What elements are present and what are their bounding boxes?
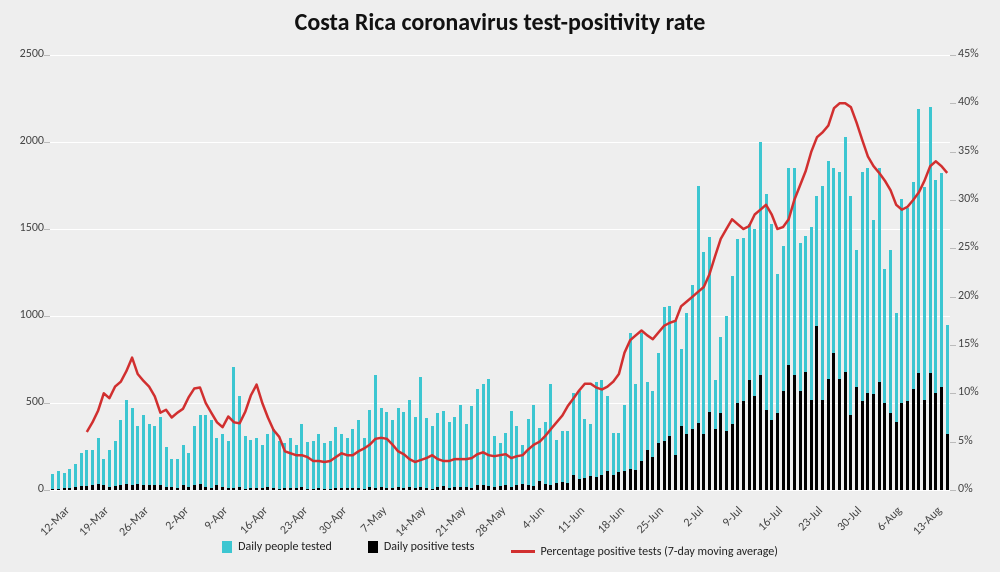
y-right-tick-label: 35% (958, 144, 998, 158)
legend-label: Daily people tested (238, 540, 332, 554)
y-right-tick-label: 25% (958, 240, 998, 254)
legend: Daily people tested Daily positive tests P… (0, 540, 1000, 559)
y-right-tick-label: 10% (958, 385, 998, 399)
positivity-line (87, 103, 947, 462)
y-right-tick-label: 45% (958, 47, 998, 61)
legend-item: Percentage positive tests (7-day moving … (511, 545, 778, 559)
y-right-tick-label: 20% (958, 289, 998, 303)
legend-swatch (368, 541, 378, 553)
legend-item: Daily positive tests (368, 540, 475, 554)
legend-label: Daily positive tests (384, 540, 475, 554)
legend-swatch (222, 541, 232, 553)
y-left-tick-label: 2500 (4, 47, 44, 61)
y-right-tick-label: 5% (958, 434, 998, 448)
y-left-tick-label: 500 (4, 395, 44, 409)
chart-title: Costa Rica coronavirus test-positivity r… (0, 8, 1000, 37)
y-left-tick-label: 0 (4, 482, 44, 496)
y-left-tick-label: 1500 (4, 221, 44, 235)
legend-label: Percentage positive tests (7-day moving … (541, 545, 778, 559)
legend-item: Daily people tested (222, 540, 332, 554)
y-right-tick-label: 30% (958, 192, 998, 206)
y-left-tick-label: 2000 (4, 134, 44, 148)
y-right-tick-label: 15% (958, 337, 998, 351)
chart-container: Costa Rica coronavirus test-positivity r… (0, 0, 1000, 572)
legend-swatch (511, 550, 535, 553)
y-left-tick-label: 1000 (4, 308, 44, 322)
y-right-tick-label: 40% (958, 95, 998, 109)
y-right-tick-label: 0% (958, 482, 998, 496)
plot-area: 05001000150020002500 0%5%10%15%20%25%30%… (50, 55, 950, 490)
line-positivity-pct (50, 55, 950, 490)
